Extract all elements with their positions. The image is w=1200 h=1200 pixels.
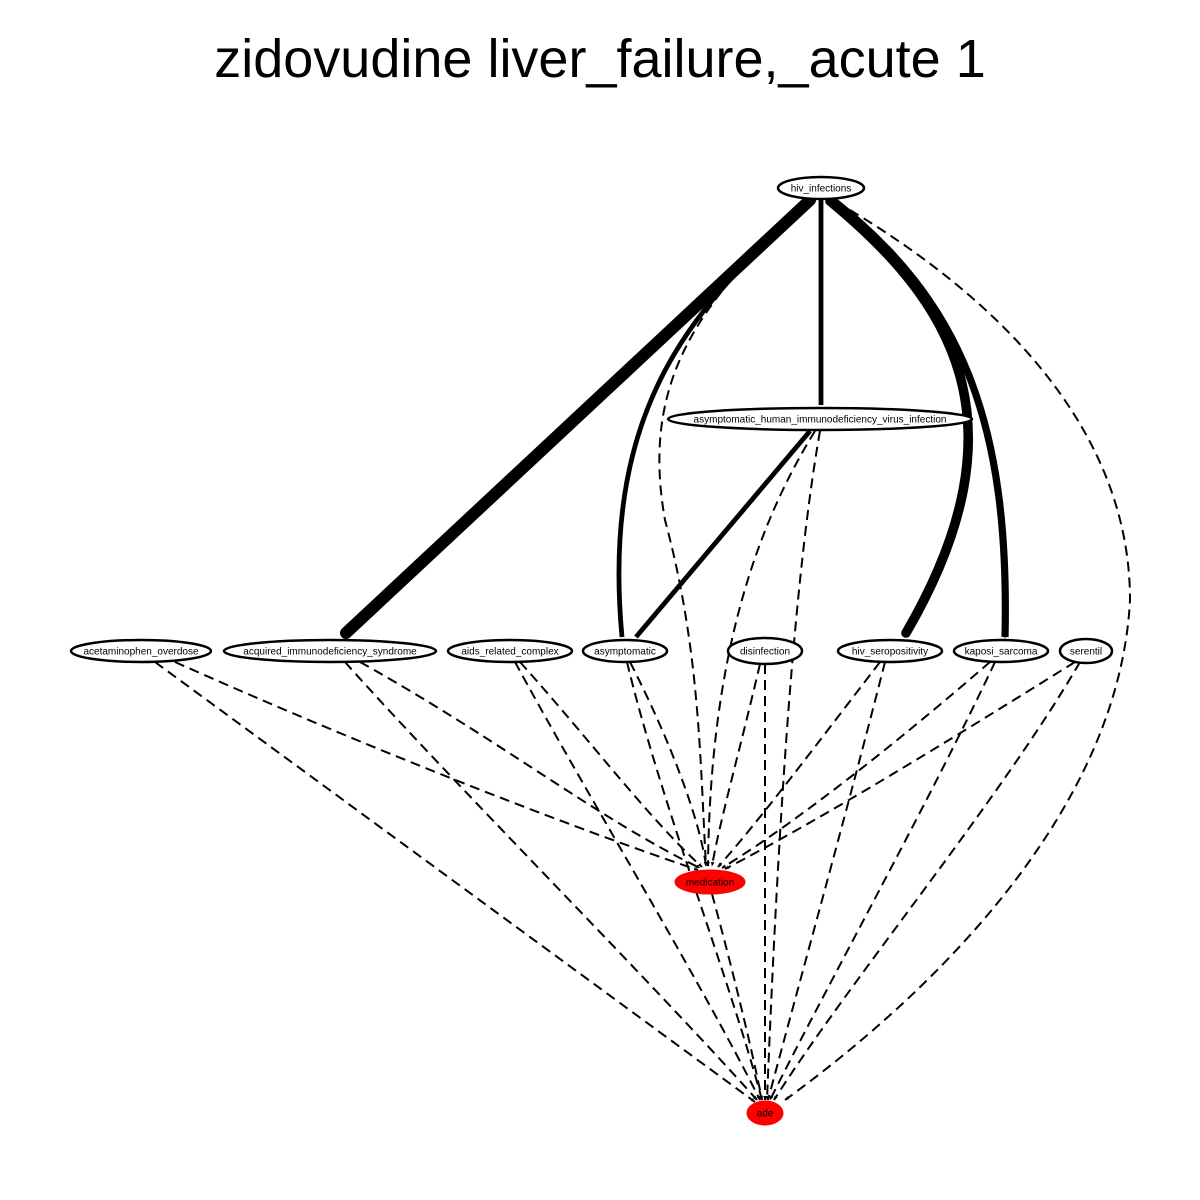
edge-disinfection-to-medication — [710, 663, 761, 867]
node-ade: ade — [746, 1100, 784, 1126]
node-label: hiv_infections — [791, 184, 852, 195]
edge-asymptomatic_hiv-to-ade — [765, 430, 821, 1101]
edge-asymptomatic-to-medication — [629, 661, 708, 867]
edge-hiv_infections-to-medication — [658, 199, 811, 867]
node-hiv_seropositivity: hiv_seropositivity — [836, 638, 944, 664]
node-ellipse — [776, 175, 866, 201]
edge-acetaminophen_overdose-to-medication — [174, 661, 699, 871]
node-aids_related_complex: aids_related_complex — [446, 638, 574, 664]
edge-asymptomatic-to-ade — [626, 661, 763, 1101]
node-ellipse — [69, 638, 213, 664]
node-ellipse — [726, 636, 804, 666]
node-ellipse — [581, 638, 669, 664]
node-label: asymptomatic — [594, 647, 656, 658]
edge-medication-to-ade — [711, 893, 763, 1101]
node-ellipse — [952, 638, 1050, 664]
edge-hiv_seropositivity-to-medication — [717, 661, 881, 868]
node-label: medication — [686, 878, 734, 889]
edge-aids-to-medication — [359, 661, 701, 869]
edge-hiv_infections-to-ade — [784, 209, 1132, 1101]
edge-kaposi_sarcoma-to-medication — [721, 661, 991, 869]
node-disinfection: disinfection — [726, 636, 804, 666]
edge-aids-to-ade — [344, 661, 758, 1101]
node-label: asymptomatic_human_immunodeficiency_viru… — [694, 415, 947, 426]
node-label: aids_related_complex — [461, 647, 558, 658]
node-label: acetaminophen_overdose — [83, 647, 199, 658]
edge-hiv_infections-to-kaposi_sarcoma — [831, 198, 1009, 639]
node-hiv_infections: hiv_infections — [776, 175, 866, 201]
edge-kaposi_sarcoma-to-ade — [769, 661, 996, 1101]
node-label: ade — [757, 1109, 774, 1120]
node-serentil: serentil — [1058, 637, 1114, 665]
node-ellipse — [222, 638, 438, 664]
edge-hiv_infections-to-aids — [340, 194, 816, 639]
node-label: kaposi_sarcoma — [965, 647, 1038, 658]
node-aids: acquired_immunodeficiency_syndrome — [222, 638, 438, 664]
edge-aids_related_complex-to-ade — [514, 661, 761, 1101]
nodes-layer: hiv_infections asymptomatic_human_immunod… — [69, 175, 1114, 1126]
graph-title: zidovudine liver_failure,_acute 1 — [214, 29, 986, 89]
node-kaposi_sarcoma: kaposi_sarcoma — [952, 638, 1050, 664]
node-ellipse — [746, 1100, 784, 1126]
edge-acetaminophen_overdose-to-ade — [154, 661, 756, 1103]
edges-layer — [154, 194, 1132, 1103]
node-ellipse — [1058, 637, 1114, 665]
node-asymptomatic_hiv: asymptomatic_human_immunodeficiency_viru… — [666, 406, 974, 432]
edge-serentil-to-ade — [773, 661, 1081, 1101]
edge-asymptomatic_hiv-to-medication — [706, 430, 816, 867]
node-label: serentil — [1070, 647, 1102, 658]
node-ellipse — [666, 406, 974, 432]
edge-serentil-to-medication — [724, 661, 1076, 870]
node-medication: medication — [674, 869, 746, 895]
edge-asymptomatic_hiv-to-asymptomatic — [634, 429, 812, 639]
node-label: acquired_immunodeficiency_syndrome — [243, 647, 417, 658]
node-label: hiv_seropositivity — [852, 647, 928, 658]
node-ellipse — [674, 869, 746, 895]
edge-aids_related_complex-to-medication — [519, 661, 703, 868]
node-ellipse — [836, 638, 944, 664]
node-asymptomatic: asymptomatic — [581, 638, 669, 664]
edge-hiv_infections-to-asymptomatic — [616, 199, 814, 638]
node-acetaminophen_overdose: acetaminophen_overdose — [69, 638, 213, 664]
edge-hiv_seropositivity-to-ade — [767, 661, 886, 1101]
node-ellipse — [446, 638, 574, 664]
node-label: disinfection — [740, 647, 790, 658]
